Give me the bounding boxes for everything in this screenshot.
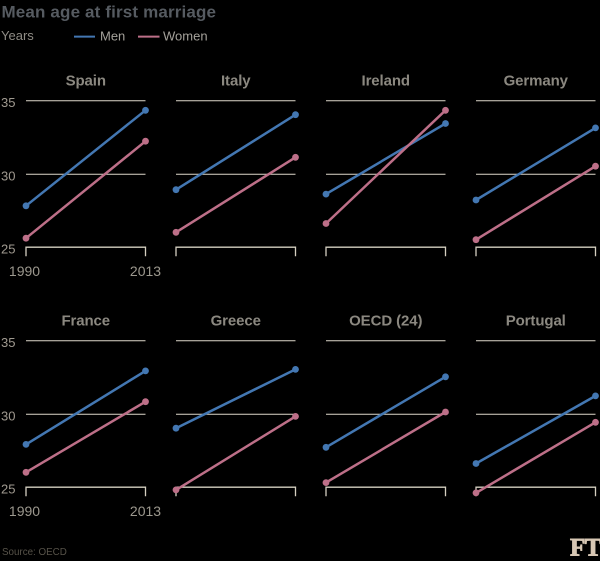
svg-text:FT: FT [570, 535, 600, 557]
svg-text:Spain: Spain [66, 73, 106, 90]
svg-text:Men: Men [100, 29, 125, 44]
svg-text:Source: OECD: Source: OECD [2, 547, 67, 556]
svg-text:Germany: Germany [504, 73, 569, 90]
svg-text:Greece: Greece [211, 313, 261, 330]
svg-text:Portugal: Portugal [506, 313, 566, 330]
svg-text:25: 25 [1, 482, 15, 497]
svg-text:2013: 2013 [130, 503, 161, 519]
svg-text:Mean age at first marriage: Mean age at first marriage [2, 3, 217, 22]
svg-text:30: 30 [1, 169, 15, 184]
svg-text:35: 35 [1, 335, 15, 350]
svg-text:Women: Women [163, 29, 208, 44]
svg-text:1990: 1990 [9, 263, 40, 279]
svg-text:35: 35 [1, 95, 15, 110]
svg-text:France: France [61, 313, 110, 330]
svg-text:OECD (24): OECD (24) [349, 313, 422, 330]
svg-text:30: 30 [1, 409, 15, 424]
svg-text:1990: 1990 [9, 503, 40, 519]
svg-text:2013: 2013 [130, 263, 161, 279]
svg-text:Ireland: Ireland [362, 73, 410, 90]
svg-text:25: 25 [1, 242, 15, 257]
svg-text:Years: Years [1, 28, 34, 43]
svg-text:Italy: Italy [221, 73, 251, 90]
